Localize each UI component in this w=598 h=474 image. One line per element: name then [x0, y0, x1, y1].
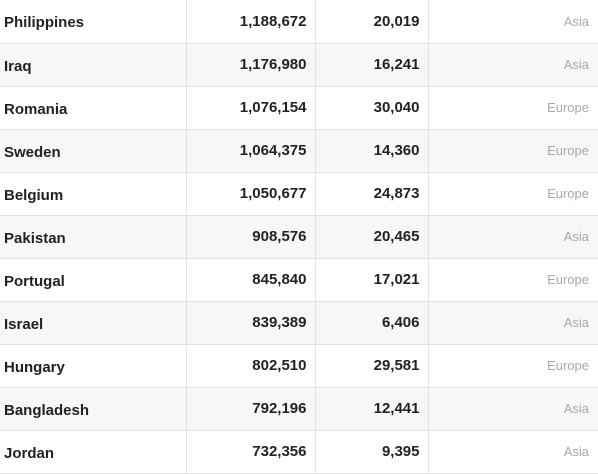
- deaths-cell: 9,395: [315, 430, 429, 474]
- country-cell: Pakistan: [0, 215, 187, 259]
- country-cell: Belgium: [0, 172, 187, 216]
- country-cell: Iraq: [0, 43, 187, 87]
- cases-cell: 1,076,154: [186, 86, 316, 130]
- region-cell: Asia: [428, 43, 598, 87]
- table-row[interactable]: Sweden 1,064,375 14,360 Europe: [0, 129, 598, 173]
- table-row[interactable]: Israel 839,389 6,406 Asia: [0, 301, 598, 345]
- cases-cell: 839,389: [186, 301, 316, 345]
- region-cell: Asia: [428, 301, 598, 345]
- cases-cell: 1,176,980: [186, 43, 316, 87]
- table-row[interactable]: Belgium 1,050,677 24,873 Europe: [0, 172, 598, 216]
- deaths-cell: 14,360: [315, 129, 429, 173]
- country-cell: Philippines: [0, 0, 187, 44]
- region-cell: Asia: [428, 0, 598, 44]
- table-row[interactable]: Jordan 732,356 9,395 Asia: [0, 430, 598, 474]
- region-cell: Europe: [428, 86, 598, 130]
- region-cell: Europe: [428, 344, 598, 388]
- country-cell: Portugal: [0, 258, 187, 302]
- table-row[interactable]: Romania 1,076,154 30,040 Europe: [0, 86, 598, 130]
- region-cell: Asia: [428, 387, 598, 431]
- cases-cell: 802,510: [186, 344, 316, 388]
- country-cell: Jordan: [0, 430, 187, 474]
- region-cell: Europe: [428, 172, 598, 216]
- deaths-cell: 30,040: [315, 86, 429, 130]
- region-cell: Asia: [428, 430, 598, 474]
- table-row[interactable]: Portugal 845,840 17,021 Europe: [0, 258, 598, 302]
- cases-cell: 845,840: [186, 258, 316, 302]
- cases-cell: 908,576: [186, 215, 316, 259]
- cases-cell: 1,064,375: [186, 129, 316, 173]
- deaths-cell: 12,441: [315, 387, 429, 431]
- table-row[interactable]: Iraq 1,176,980 16,241 Asia: [0, 43, 598, 87]
- deaths-cell: 20,019: [315, 0, 429, 44]
- cases-cell: 732,356: [186, 430, 316, 474]
- country-cell: Israel: [0, 301, 187, 345]
- cases-cell: 792,196: [186, 387, 316, 431]
- country-cell: Sweden: [0, 129, 187, 173]
- region-cell: Europe: [428, 129, 598, 173]
- country-cell: Romania: [0, 86, 187, 130]
- country-cell: Bangladesh: [0, 387, 187, 431]
- table-row[interactable]: Hungary 802,510 29,581 Europe: [0, 344, 598, 388]
- table-row[interactable]: Philippines 1,188,672 20,019 Asia: [0, 0, 598, 44]
- deaths-cell: 17,021: [315, 258, 429, 302]
- cases-cell: 1,188,672: [186, 0, 316, 44]
- deaths-cell: 6,406: [315, 301, 429, 345]
- deaths-cell: 29,581: [315, 344, 429, 388]
- region-cell: Asia: [428, 215, 598, 259]
- deaths-cell: 16,241: [315, 43, 429, 87]
- region-cell: Europe: [428, 258, 598, 302]
- table-row[interactable]: Pakistan 908,576 20,465 Asia: [0, 215, 598, 259]
- cases-cell: 1,050,677: [186, 172, 316, 216]
- deaths-cell: 20,465: [315, 215, 429, 259]
- deaths-cell: 24,873: [315, 172, 429, 216]
- country-cell: Hungary: [0, 344, 187, 388]
- table-row[interactable]: Bangladesh 792,196 12,441 Asia: [0, 387, 598, 431]
